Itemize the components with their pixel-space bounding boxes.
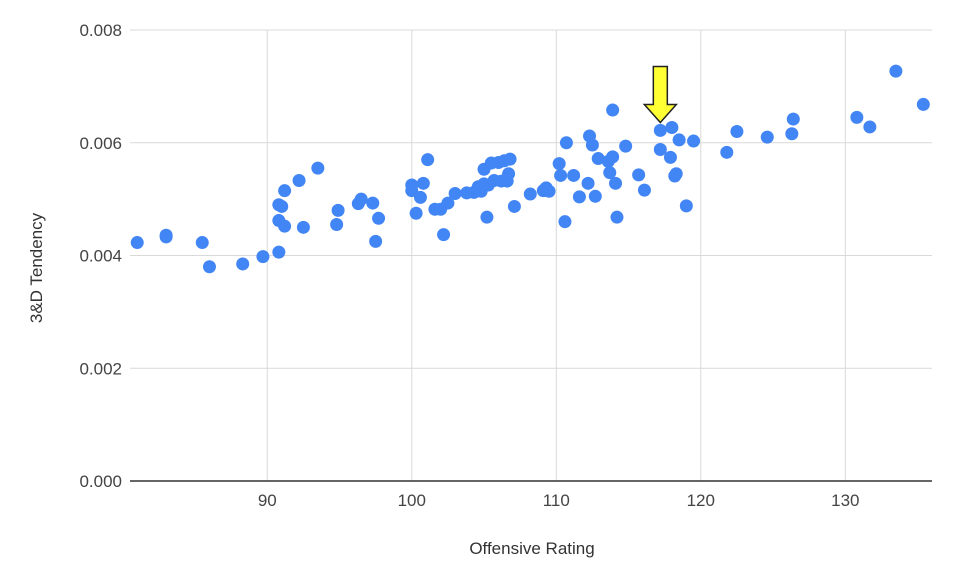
data-point xyxy=(591,152,605,166)
data-point xyxy=(632,168,646,182)
data-point xyxy=(679,199,693,213)
data-point xyxy=(572,190,586,204)
x-tick-label: 100 xyxy=(398,491,426,510)
data-point xyxy=(296,220,310,234)
data-point xyxy=(669,167,683,181)
data-point xyxy=(331,203,345,217)
data-point xyxy=(916,97,930,111)
data-point xyxy=(159,228,173,242)
data-point xyxy=(480,210,494,224)
data-point xyxy=(552,157,566,171)
data-point xyxy=(409,206,423,220)
data-point xyxy=(663,150,677,164)
data-point xyxy=(542,184,556,198)
data-point xyxy=(567,168,581,182)
data-point xyxy=(606,103,620,117)
data-point xyxy=(448,186,462,200)
x-tick-label: 120 xyxy=(687,491,715,510)
y-axis-title: 3&D Tendency xyxy=(27,212,46,323)
data-point xyxy=(672,133,686,147)
x-axis-title: Offensive Rating xyxy=(469,539,594,558)
down-arrow-icon xyxy=(642,65,679,124)
data-point xyxy=(559,136,573,150)
data-point xyxy=(665,121,679,135)
annotations xyxy=(642,65,679,124)
y-tick-label: 0.002 xyxy=(79,359,122,378)
data-point xyxy=(275,199,289,213)
data-point xyxy=(687,134,701,148)
x-tick-label: 110 xyxy=(543,491,570,510)
data-point xyxy=(523,187,537,201)
data-point xyxy=(610,210,624,224)
data-point xyxy=(653,143,667,157)
data-point xyxy=(256,250,270,264)
y-tick-label: 0.004 xyxy=(79,247,122,266)
data-point xyxy=(585,138,599,152)
data-point xyxy=(619,139,633,153)
data-point xyxy=(278,184,292,198)
data-point xyxy=(730,124,744,138)
axes: 0.000 0.002 0.004 0.006 0.008 90 100 110 120 130 xyxy=(79,21,932,510)
data-points xyxy=(130,64,930,274)
x-tick-label: 130 xyxy=(831,491,859,510)
data-point xyxy=(606,150,620,164)
data-point xyxy=(863,120,877,134)
data-point xyxy=(786,112,800,126)
data-point xyxy=(760,130,774,144)
data-point xyxy=(195,236,209,250)
data-point xyxy=(366,196,380,210)
y-tick-label: 0.008 xyxy=(79,21,122,40)
data-point xyxy=(785,127,799,141)
data-point xyxy=(416,176,430,190)
data-point xyxy=(503,152,517,166)
data-point xyxy=(581,176,595,190)
data-point xyxy=(653,123,667,137)
data-point xyxy=(202,260,216,274)
data-point xyxy=(850,110,864,124)
data-point xyxy=(720,145,734,159)
data-point xyxy=(354,192,368,206)
data-point xyxy=(278,219,292,233)
data-point xyxy=(588,189,602,203)
data-point xyxy=(637,183,651,197)
data-point xyxy=(502,167,516,181)
data-point xyxy=(554,168,568,182)
data-point xyxy=(311,161,325,175)
data-point xyxy=(441,196,455,210)
grid-lines xyxy=(130,29,932,481)
data-point xyxy=(292,174,306,188)
y-tick-label: 0.006 xyxy=(79,134,122,153)
data-point xyxy=(413,190,427,204)
data-point xyxy=(369,234,383,248)
data-point xyxy=(236,257,250,271)
data-point xyxy=(272,245,286,259)
data-point xyxy=(405,178,419,192)
data-point xyxy=(507,199,521,213)
data-point xyxy=(130,236,144,250)
data-point xyxy=(609,176,623,190)
y-tick-label: 0.000 xyxy=(79,472,122,491)
x-tick-label: 90 xyxy=(258,491,277,510)
data-point xyxy=(558,215,572,229)
data-point xyxy=(889,64,903,78)
data-point xyxy=(437,228,451,242)
data-point xyxy=(330,217,344,231)
data-point xyxy=(372,211,386,225)
data-point xyxy=(603,166,617,180)
data-point xyxy=(421,153,435,167)
